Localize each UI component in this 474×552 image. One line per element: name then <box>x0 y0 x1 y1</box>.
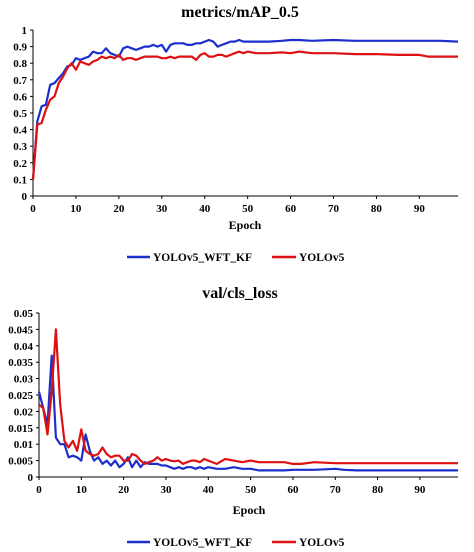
chart-legend: YOLOv5_WFT_KF YOLOv5 <box>127 537 345 549</box>
chart-axes: 0 0.005 0.01 0.015 0.02 0.025 0.03 0.035 0.04 0.0… <box>8 308 458 496</box>
x-axis-label: Epoch <box>233 503 266 517</box>
x-tick-label: 50 <box>245 484 257 496</box>
series-line-2 <box>38 328 458 465</box>
chart-title: metrics/mAP_0.5 <box>181 4 299 21</box>
x-tick-label: 80 <box>371 203 383 215</box>
x-tick-label: 10 <box>70 203 82 215</box>
x-tick-label: 30 <box>160 484 172 496</box>
y-tick-label: 0.01 <box>14 439 33 451</box>
series-line-2 <box>31 50 458 180</box>
chart-legend: YOLOv5_WFT_KF YOLOv5 <box>127 252 345 264</box>
legend-label-series-1: YOLOv5_WFT_KF <box>153 537 252 549</box>
y-tick-label: 0.3 <box>13 141 27 153</box>
y-tick-label: 0.5 <box>13 108 27 120</box>
y-tick-label: 0.7 <box>13 75 27 87</box>
y-tick-label: 0.4 <box>13 125 27 137</box>
y-tick-label: 0.8 <box>13 58 27 70</box>
y-tick-label: 0.02 <box>14 406 34 418</box>
x-tick-label: 90 <box>414 484 426 496</box>
y-tick-label: 0.03 <box>14 374 34 386</box>
legend-label-series-2: YOLOv5 <box>299 537 345 549</box>
y-tick-label: 0 <box>22 191 28 203</box>
x-axis-label: Epoch <box>229 218 262 232</box>
x-tick-label: 50 <box>242 203 254 215</box>
y-tick-label: 0.015 <box>8 423 33 435</box>
x-tick-label: 20 <box>118 484 130 496</box>
chart-series <box>37 328 458 472</box>
x-tick-label: 0 <box>30 203 36 215</box>
y-tick-label: 0.9 <box>13 42 27 54</box>
y-tick-label: 0.045 <box>8 324 33 336</box>
legend-label-series-2: YOLOv5 <box>299 252 345 264</box>
chart-cls-loss: val/cls_loss 0 0.005 0.01 0.015 0.02 0.025 0.0… <box>8 285 458 549</box>
y-tick-label: 0 <box>28 472 34 484</box>
series-line-1 <box>31 38 459 180</box>
chart-map05: metrics/mAP_0.5 0 0.1 0.2 0.3 0.4 0.5 0.6 0.7 0.… <box>13 4 459 264</box>
x-tick-label: 60 <box>285 203 297 215</box>
chart-axes: 00.10.20.30.40.50.60.70.80.910 10 20 30 40 50… <box>13 25 458 215</box>
y-tick-label: 0.035 <box>8 357 33 369</box>
x-tick-label: 10 <box>76 484 88 496</box>
chart-series <box>31 38 459 180</box>
x-tick-label: 60 <box>287 484 299 496</box>
x-tick-label: 30 <box>156 203 168 215</box>
y-tick-label: 1 <box>22 25 28 37</box>
y-tick-label: 0.04 <box>14 341 34 353</box>
series-line-1 <box>37 354 458 472</box>
x-tick-label: 70 <box>328 203 340 215</box>
x-tick-label: 70 <box>330 484 342 496</box>
x-tick-label: 80 <box>372 484 384 496</box>
y-tick-label: 0.025 <box>8 390 33 402</box>
y-tick-label: 0.2 <box>13 158 27 170</box>
chart-title: val/cls_loss <box>202 285 278 302</box>
x-tick-label: 40 <box>199 203 211 215</box>
y-tick-label: 0.6 <box>13 91 27 103</box>
x-tick-label: 20 <box>113 203 125 215</box>
y-tick-label: 0.005 <box>8 456 33 468</box>
x-tick-label: 40 <box>203 484 215 496</box>
x-tick-label: 90 <box>414 203 426 215</box>
x-tick-label: 0 <box>36 484 42 496</box>
y-tick-label: 0.1 <box>13 174 27 186</box>
legend-label-series-1: YOLOv5_WFT_KF <box>153 252 252 264</box>
y-tick-label: 0.05 <box>14 308 34 320</box>
